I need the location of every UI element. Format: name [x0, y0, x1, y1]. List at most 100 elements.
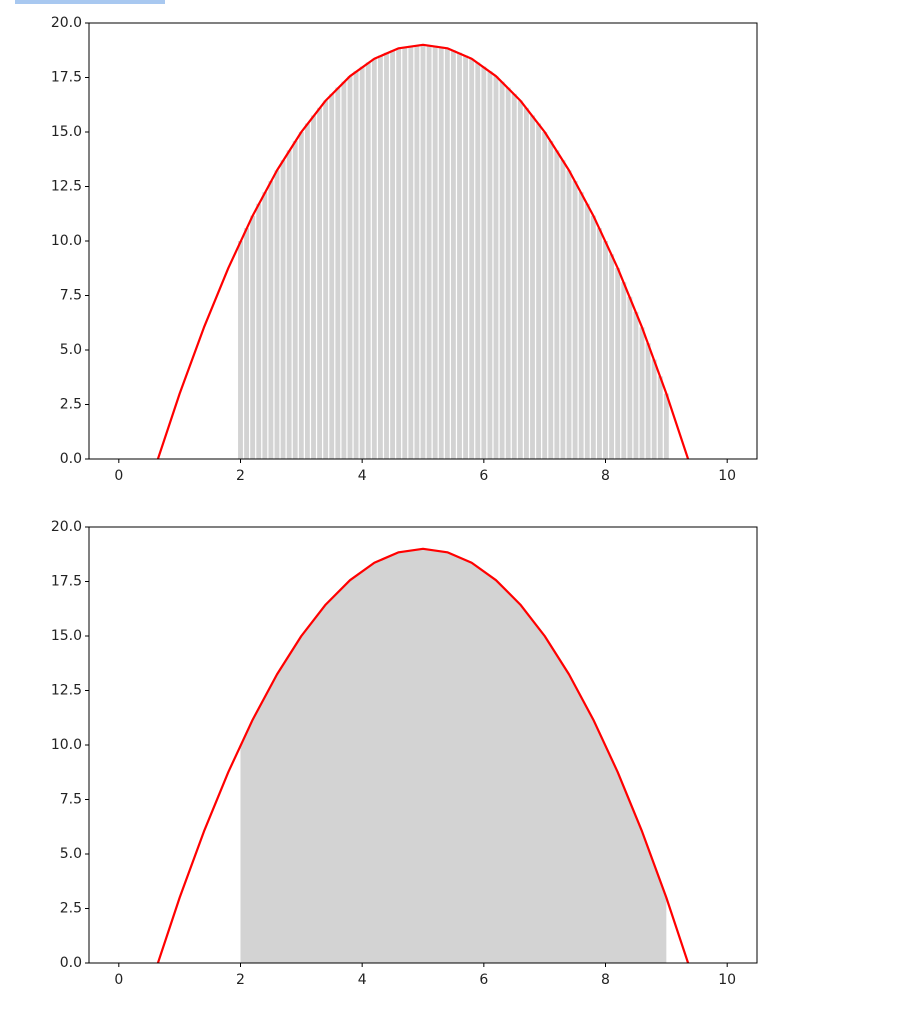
y-tick-label: 17.5 [51, 70, 82, 86]
bar [262, 192, 268, 459]
bar [639, 327, 645, 459]
bar [603, 241, 608, 459]
y-tick-label: 7.5 [60, 288, 82, 304]
bar [609, 254, 615, 459]
x-tick-label: 2 [236, 468, 245, 484]
bar [663, 393, 669, 459]
bar [323, 100, 329, 459]
y-tick-label: 10.0 [51, 737, 82, 753]
bar [414, 45, 420, 459]
bar [505, 87, 511, 459]
bar [353, 71, 359, 459]
bar [615, 268, 621, 459]
plot-area [156, 43, 690, 459]
x-tick-label: 10 [718, 468, 736, 484]
bar [627, 296, 633, 459]
bar [402, 46, 408, 459]
bar [645, 343, 651, 459]
x-tick-label: 4 [358, 972, 367, 988]
bar [256, 203, 262, 459]
bar [311, 115, 316, 459]
bar [384, 52, 389, 459]
bar [274, 170, 280, 459]
x-tick-label: 0 [114, 468, 123, 484]
bar [530, 115, 535, 459]
bar [359, 66, 365, 459]
y-tick-label: 15.0 [51, 124, 82, 140]
bar [481, 66, 487, 459]
curve [156, 43, 690, 459]
bar [280, 160, 286, 459]
y-tick-label: 7.5 [60, 792, 82, 808]
toolbar-strip [15, 0, 165, 4]
y-tick-label: 2.5 [60, 397, 82, 413]
curve [156, 547, 690, 963]
bar [438, 46, 444, 459]
bar [621, 282, 627, 459]
x-tick-label: 6 [479, 468, 488, 484]
bar [347, 76, 353, 459]
bar [493, 76, 499, 459]
bar [651, 359, 657, 459]
x-tick-label: 8 [601, 468, 610, 484]
bar [450, 50, 456, 459]
bar [590, 215, 596, 459]
bar [554, 150, 560, 459]
bar [444, 48, 450, 459]
bar [335, 87, 341, 459]
y-tick-label: 12.5 [51, 683, 82, 699]
bar [487, 71, 493, 459]
bar [517, 100, 523, 459]
x-tick-label: 6 [479, 972, 488, 988]
bar [329, 93, 335, 459]
bar [596, 228, 602, 459]
bar [542, 132, 548, 459]
y-tick-label: 0.0 [60, 955, 82, 971]
bar [566, 170, 572, 459]
bar [432, 45, 438, 459]
x-tick-label: 8 [601, 972, 610, 988]
y-tick-label: 5.0 [60, 846, 82, 862]
y-tick-label: 5.0 [60, 342, 82, 358]
bar [523, 107, 529, 459]
y-tick-label: 2.5 [60, 901, 82, 917]
bar [469, 58, 475, 459]
x-tick-label: 4 [358, 468, 367, 484]
bar [317, 107, 323, 459]
bar [238, 241, 243, 459]
y-tick-label: 12.5 [51, 179, 82, 195]
bar [408, 45, 414, 459]
bar [426, 45, 432, 459]
bar [584, 203, 590, 459]
bar [292, 140, 298, 459]
bar [560, 160, 566, 459]
bar [286, 150, 292, 459]
x-tick-label: 10 [718, 972, 736, 988]
y-tick-label: 10.0 [51, 233, 82, 249]
x-tick-label: 2 [236, 972, 245, 988]
bar [475, 62, 481, 459]
x-tick-label: 0 [114, 972, 123, 988]
bar [268, 181, 274, 459]
bar [578, 192, 584, 459]
bar [548, 140, 554, 459]
bar [371, 58, 377, 459]
bar [633, 311, 639, 459]
bar [572, 181, 578, 459]
bar [499, 81, 505, 459]
bar [463, 55, 469, 459]
bar [511, 93, 517, 459]
y-tick-label: 20.0 [51, 15, 82, 31]
y-tick-label: 0.0 [60, 451, 82, 467]
bar [390, 50, 396, 459]
bar [244, 228, 250, 459]
y-tick-label: 15.0 [51, 628, 82, 644]
bar [536, 123, 542, 459]
y-tick-label: 20.0 [51, 519, 82, 535]
bar [365, 62, 371, 459]
plot-area [156, 547, 690, 963]
bar [657, 376, 663, 459]
bar [377, 55, 383, 459]
y-tick-label: 17.5 [51, 574, 82, 590]
bar [250, 215, 256, 459]
